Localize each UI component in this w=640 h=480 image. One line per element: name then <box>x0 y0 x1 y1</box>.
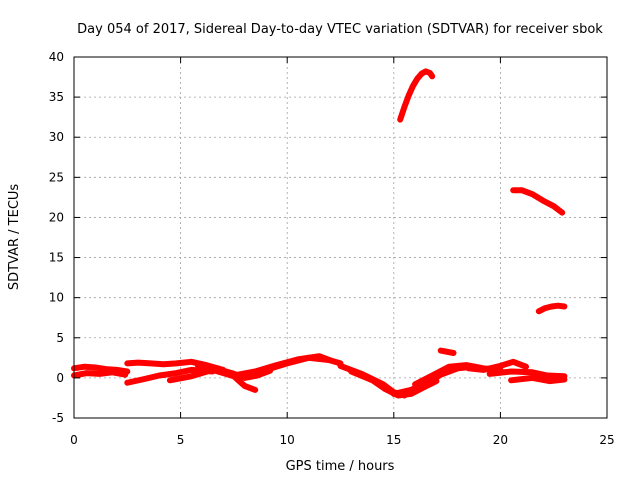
y-tick-label: 30 <box>49 130 64 144</box>
y-tick-label: 15 <box>49 251 64 265</box>
grid <box>74 57 607 418</box>
series-trace-n <box>465 358 529 373</box>
series-arc-high <box>397 68 436 123</box>
axis-ticks: 0 5 10 15 20 25 -5 0 5 10 15 20 25 30 35 40 <box>49 50 615 447</box>
y-tick-label: 0 <box>56 371 64 385</box>
series-arc-low <box>535 302 568 315</box>
y-tick-label: 35 <box>49 90 64 104</box>
series-trace-a <box>71 363 131 375</box>
x-tick-label: 25 <box>599 433 614 447</box>
chart-title: Day 054 of 2017, Sidereal Day-to-day VTE… <box>77 22 603 37</box>
series-trace-p <box>508 374 568 385</box>
y-axis-title: SDTVAR / TECUs <box>7 184 22 291</box>
x-tick-label: 0 <box>70 433 78 447</box>
y-tick-label: -5 <box>52 411 64 425</box>
data-series <box>71 68 568 399</box>
series-trace-b <box>71 369 129 379</box>
series-trace-h <box>262 354 333 373</box>
plot-frame <box>73 56 608 419</box>
y-tick-label: 25 <box>49 170 64 184</box>
x-tick-label: 5 <box>177 433 185 447</box>
x-axis-title: GPS time / hours <box>286 459 395 474</box>
y-tick-label: 20 <box>49 210 64 224</box>
series-trace-m <box>437 347 457 356</box>
series-trace-o <box>486 368 568 380</box>
x-tick-label: 10 <box>280 433 295 447</box>
y-tick-label: 5 <box>56 331 64 345</box>
x-tick-label: 15 <box>386 433 401 447</box>
series-trace-k <box>390 363 478 397</box>
y-tick-label: 10 <box>49 291 64 305</box>
y-tick-label: 40 <box>49 50 64 64</box>
x-tick-label: 20 <box>493 433 508 447</box>
series-trace-d <box>124 366 216 386</box>
series-arc-mid <box>510 187 566 216</box>
